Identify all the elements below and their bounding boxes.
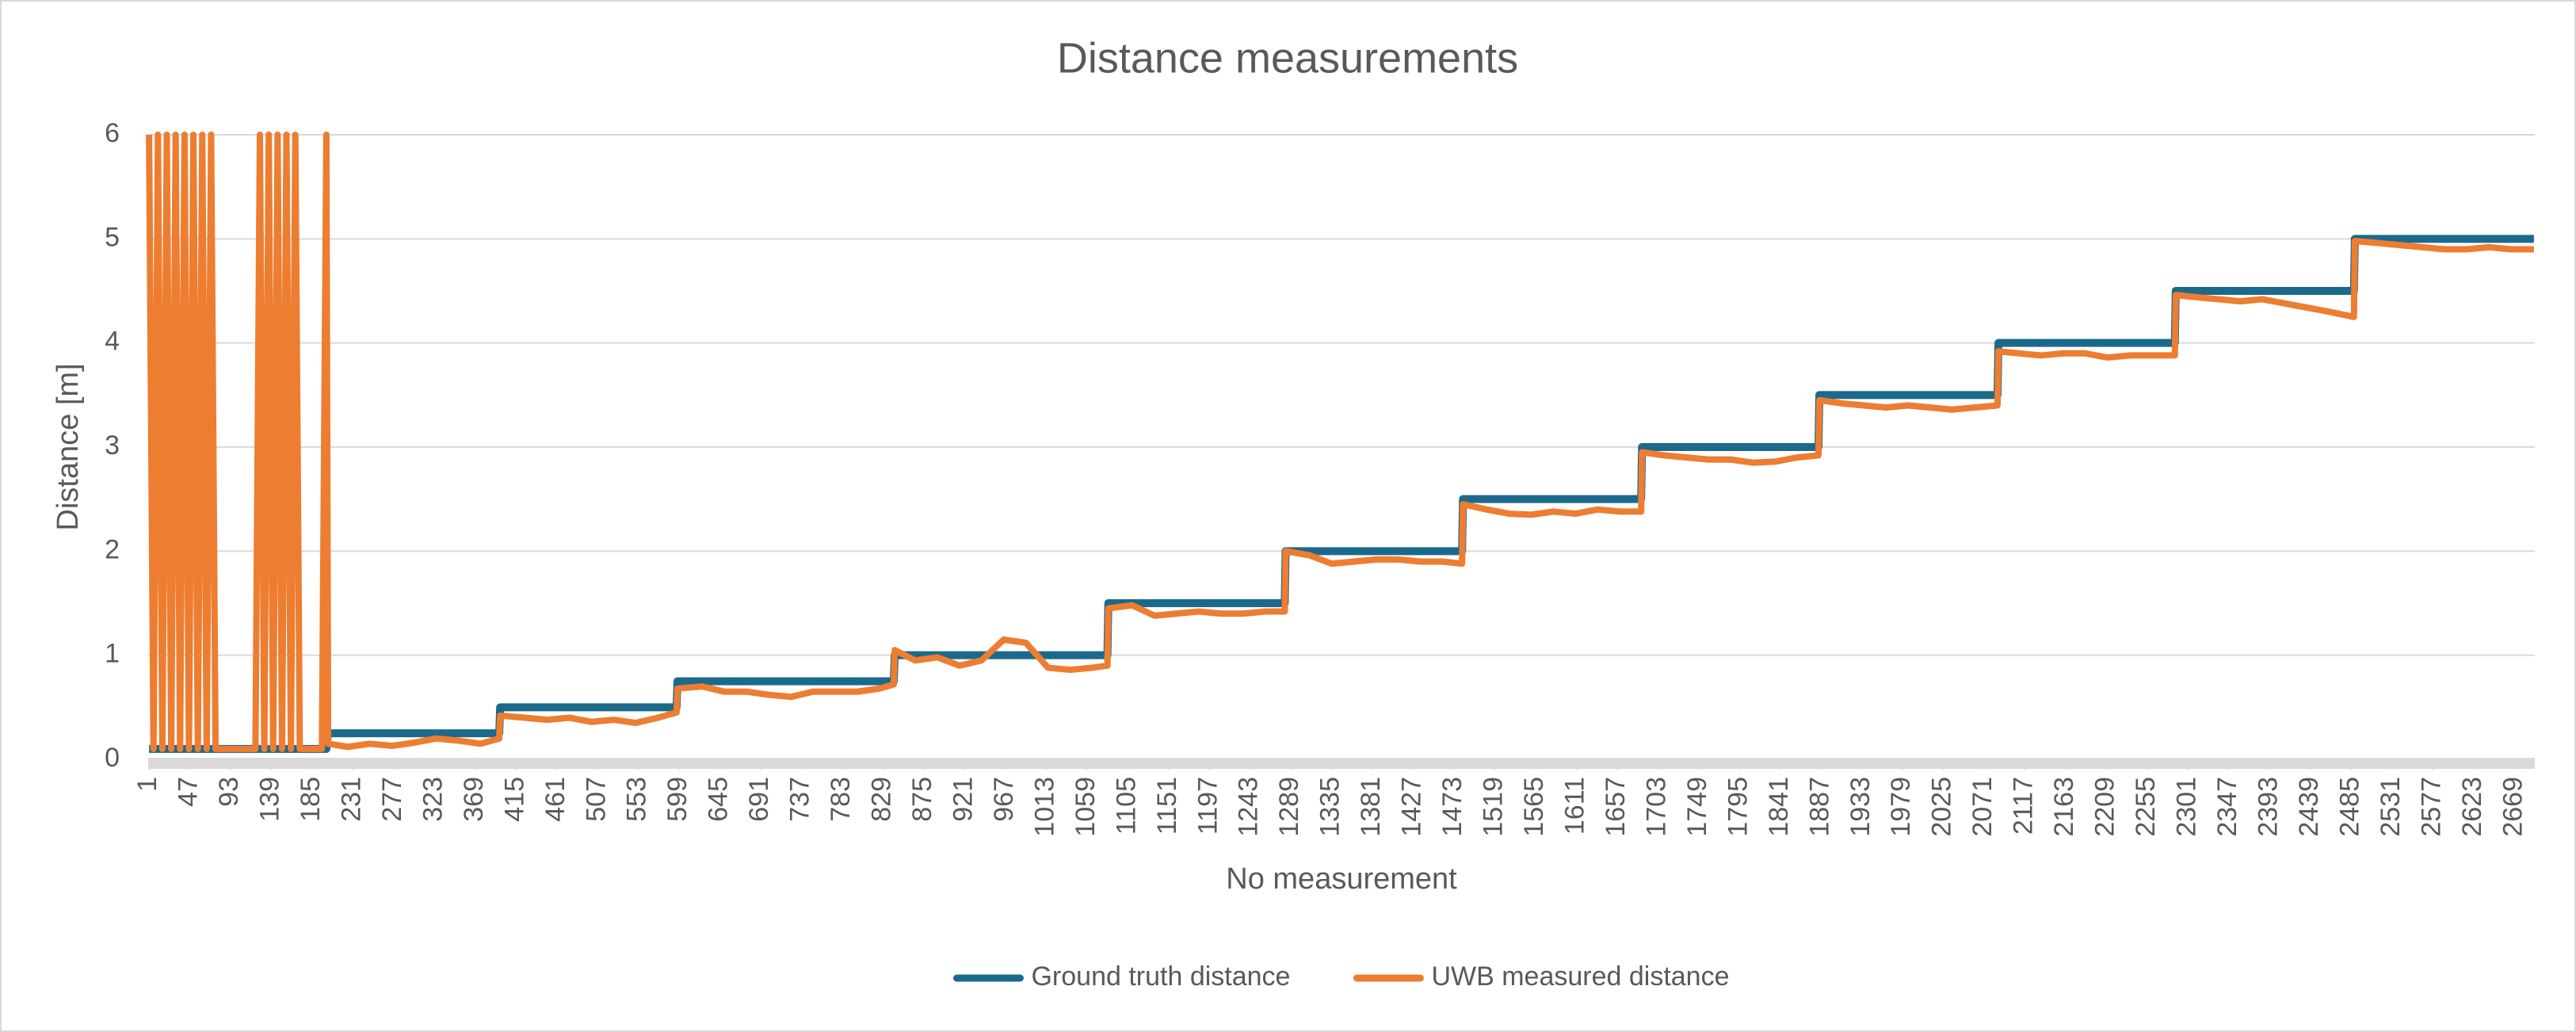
x-tick-label: 415 [499,777,529,822]
x-tick-label: 645 [704,777,734,822]
x-tick-label: 2439 [2294,777,2324,837]
legend-label: UWB measured distance [1431,961,1729,992]
x-tick-label: 2163 [2049,777,2079,837]
x-tick-label: 691 [744,777,774,822]
x-tick-label: 2623 [2457,777,2487,837]
x-tick-label: 875 [907,777,937,822]
x-tick-label: 1657 [1601,777,1631,837]
x-tick-label: 783 [826,777,856,822]
x-tick-label: 1795 [1723,777,1753,837]
y-axis-title: Distance [m] [52,363,85,530]
x-tick-label: 829 [867,777,897,822]
x-tick-label: 1565 [1519,777,1549,837]
x-tick-label: 2117 [2009,777,2039,835]
x-tick-label: 737 [785,777,815,822]
x-tick-label: 1381 [1356,777,1386,837]
x-tick-label: 2301 [2172,777,2202,837]
y-tick-label: 0 [105,743,120,773]
x-tick-label: 323 [418,777,448,822]
chart-title: Distance measurements [1057,34,1518,82]
y-tick-label: 2 [105,534,120,564]
x-tick-label: 599 [662,777,693,822]
x-tick-label: 1151 [1152,777,1182,835]
x-tick-label: 185 [296,777,326,822]
x-tick-label: 1243 [1234,777,1264,837]
x-tick-label: 507 [581,777,611,822]
x-tick-label: 2025 [1927,777,1957,837]
x-tick-label: 1335 [1315,777,1345,837]
x-tick-label: 967 [989,777,1019,822]
x-tick-label: 553 [622,777,652,822]
x-tick-label: 139 [255,777,285,822]
x-tick-label: 1197 [1193,777,1223,835]
x-tick-label: 1703 [1641,777,1671,837]
x-tick-label: 2485 [2334,777,2364,837]
y-tick-label: 1 [105,639,120,669]
x-tick-label: 47 [174,777,204,807]
x-tick-label: 2531 [2376,777,2406,837]
x-tick-label: 1611 [1559,777,1589,835]
x-tick-label: 1473 [1437,777,1467,837]
x-tick-label: 2071 [1967,777,1998,837]
legend: Ground truth distance UWB measured distan… [952,961,1730,992]
x-tick-label: 1519 [1479,777,1509,837]
x-tick-label: 93 [214,777,244,807]
x-tick-label: 1933 [1845,777,1876,837]
x-tick-label: 2669 [2498,777,2528,837]
y-tick-label: 5 [105,222,120,252]
x-tick-label: 1059 [1070,777,1101,837]
x-tick-label: 1427 [1397,777,1427,837]
x-tick-label: 1887 [1804,777,1834,837]
x-tick-label: 1979 [1886,777,1916,837]
x-tick-label: 921 [948,777,978,822]
x-tick-label: 1013 [1029,777,1059,837]
x-tick-label: 2347 [2212,777,2242,837]
series-line [146,132,2534,752]
x-tick-label: 461 [540,777,571,822]
x-tick-label: 1289 [1274,777,1304,837]
x-axis-title: No measurement [1226,862,1457,896]
y-tick-label: 6 [105,118,120,148]
x-tick-label: 2209 [2090,777,2120,837]
x-tick-label: 2577 [2416,777,2446,837]
y-tick-label: 3 [105,430,120,461]
x-tick-label: 369 [459,777,489,822]
x-tick-label: 1 [132,777,162,792]
x-tick-label: 2393 [2253,777,2283,837]
x-tick-label: 2255 [2131,777,2161,837]
x-tick-label: 1749 [1682,777,1712,837]
y-tick-label: 4 [105,327,120,357]
x-tick-label: 277 [377,777,407,822]
x-tick-label: 1105 [1111,777,1141,835]
x-tick-label: 1841 [1764,777,1794,837]
legend-label: Ground truth distance [1031,961,1290,992]
x-tick-label: 231 [336,777,366,822]
